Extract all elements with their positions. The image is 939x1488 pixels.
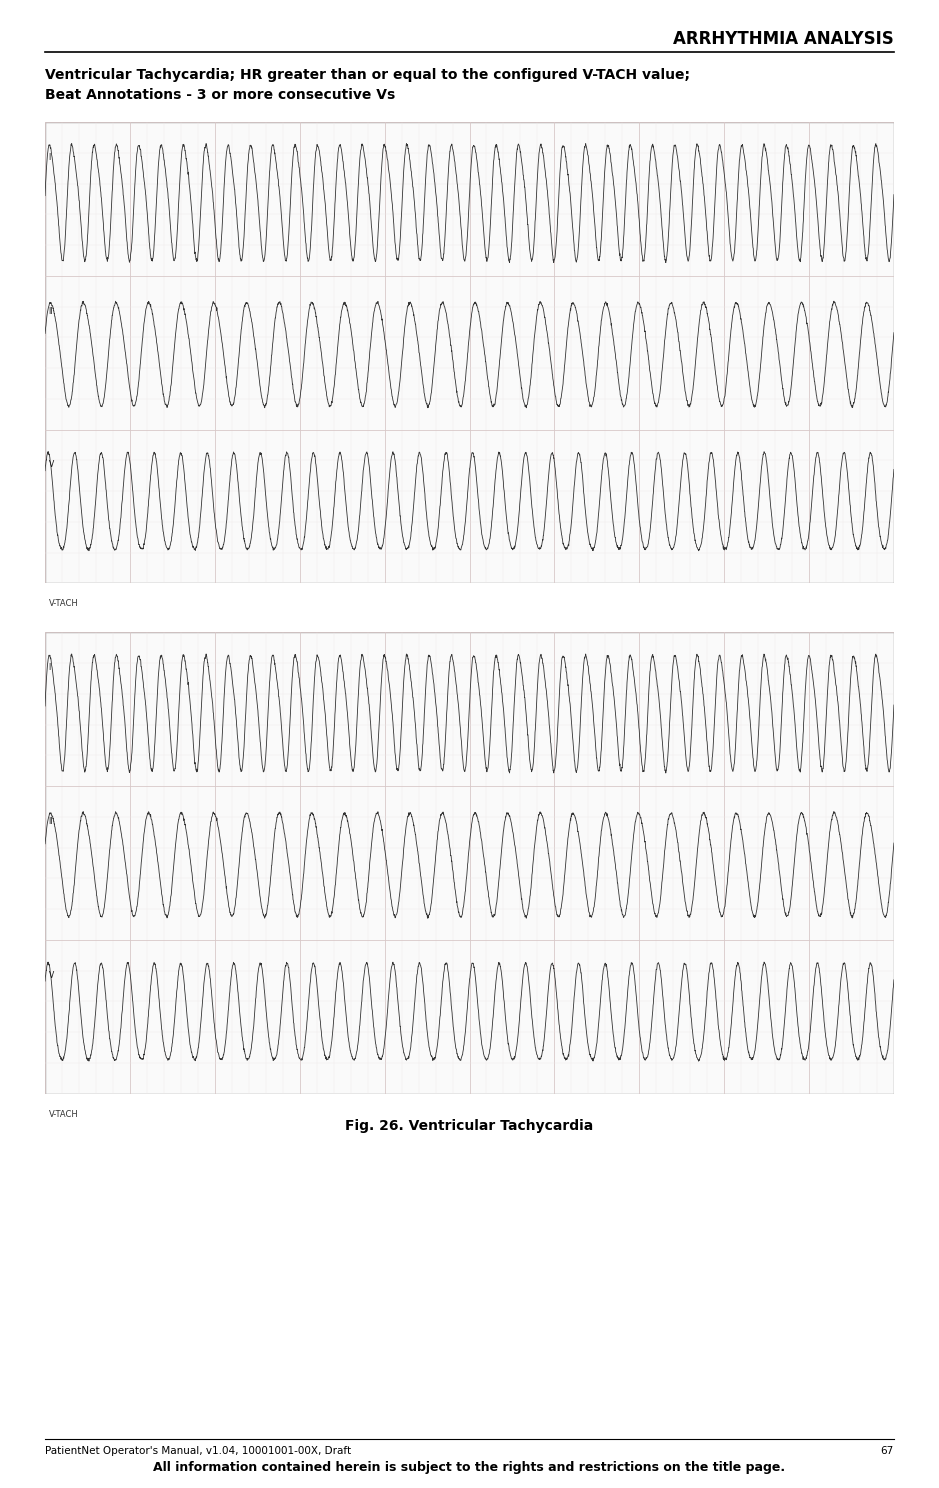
Text: V: V — [49, 970, 54, 979]
Text: 67: 67 — [881, 1446, 894, 1457]
Text: Beat Annotations - 3 or more consecutive Vs: Beat Annotations - 3 or more consecutive… — [45, 88, 395, 101]
Text: PatientNet Operator's Manual, v1.04, 10001001-00X, Draft: PatientNet Operator's Manual, v1.04, 100… — [45, 1446, 351, 1457]
Text: ARRHYTHMIA ANALYSIS: ARRHYTHMIA ANALYSIS — [673, 30, 894, 48]
Text: V-TACH: V-TACH — [50, 600, 79, 609]
Text: Ventricular Tachycardia; HR greater than or equal to the configured V-TACH value: Ventricular Tachycardia; HR greater than… — [45, 68, 690, 82]
Text: All information contained herein is subject to the rights and restrictions on th: All information contained herein is subj… — [153, 1461, 786, 1475]
Text: I: I — [49, 153, 51, 162]
Text: V: V — [49, 460, 54, 469]
Text: II: II — [49, 307, 53, 315]
Text: II: II — [49, 817, 53, 826]
Text: I: I — [49, 664, 51, 673]
Text: Fig. 26. Ventricular Tachycardia: Fig. 26. Ventricular Tachycardia — [346, 1119, 593, 1132]
Text: V-TACH: V-TACH — [50, 1110, 79, 1119]
